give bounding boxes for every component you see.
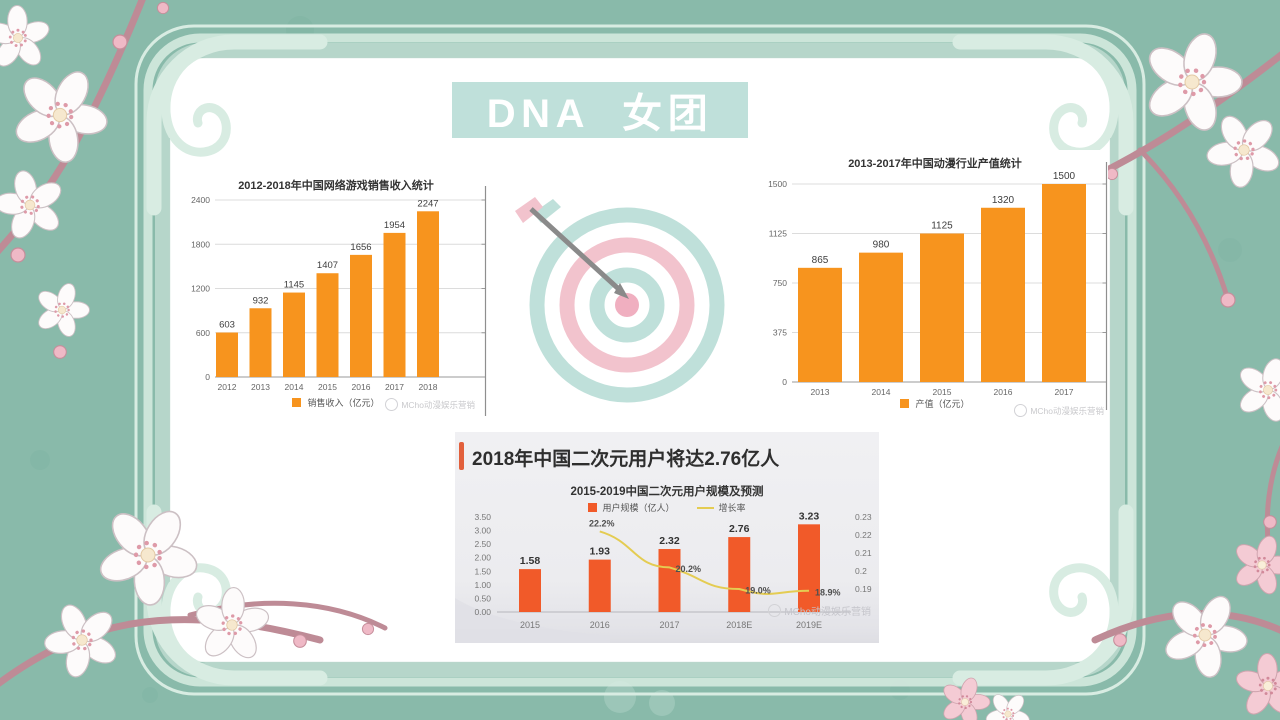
svg-text:0.00: 0.00 — [474, 607, 491, 617]
legend-swatch-orange — [292, 398, 302, 407]
watermark: MCho动漫娱乐营销 — [1014, 404, 1104, 417]
svg-text:2017: 2017 — [659, 620, 679, 630]
svg-text:1125: 1125 — [769, 229, 788, 239]
svg-text:2015: 2015 — [318, 382, 337, 392]
svg-text:2017: 2017 — [385, 382, 404, 392]
svg-text:1954: 1954 — [384, 220, 405, 231]
acgn-users-chart-card: 2018年中国二次元用户将达2.76亿人 2015-2019中国二次元用户规模及… — [455, 432, 879, 643]
ornate-border — [134, 24, 1146, 696]
svg-text:1320: 1320 — [992, 195, 1015, 206]
watermark-logo-icon — [768, 604, 782, 617]
svg-text:0.23: 0.23 — [855, 512, 872, 522]
svg-text:0: 0 — [205, 372, 210, 382]
acgn-users-chart-title: 2015-2019中国二次元用户规模及预测 — [570, 486, 764, 498]
svg-text:2018: 2018 — [419, 382, 438, 392]
legend-label: 增长率 — [718, 503, 746, 513]
svg-text:1.50: 1.50 — [474, 566, 491, 576]
target-illustration — [515, 195, 740, 420]
game-revenue-legend: 销售收入（亿元） — [185, 396, 487, 409]
svg-text:20.2%: 20.2% — [676, 564, 702, 574]
svg-text:865: 865 — [812, 255, 829, 266]
legend-item-growth: 增长率 — [696, 501, 746, 514]
dartboard-arrow-icon — [515, 197, 725, 403]
acgn-users-legend: 用户规模（亿人） 增长率 — [455, 501, 879, 514]
svg-text:1500: 1500 — [768, 179, 787, 189]
game-revenue-bar-chart: 0 600 1200 1800 2400 603 2012 932 2013 1145 2014 14… — [191, 186, 487, 416]
watermark-logo-icon — [1014, 404, 1028, 417]
svg-text:980: 980 — [873, 240, 890, 251]
acgn-users-headline: 2018年中国二次元用户将达2.76亿人 — [472, 449, 780, 470]
svg-text:2016: 2016 — [590, 620, 610, 630]
svg-text:0.21: 0.21 — [855, 548, 872, 558]
svg-text:3.23: 3.23 — [799, 510, 820, 522]
svg-text:2016: 2016 — [352, 382, 371, 392]
animation-output-bar-chart: 0 375 750 1125 1500 865 2013 980 2014 1125 2015 132… — [768, 162, 1108, 410]
game-revenue-chart-card: 2012-2018年中国网络游戏销售收入统计 0 600 1200 1800 2400 6… — [185, 170, 487, 418]
svg-text:2014: 2014 — [285, 382, 304, 392]
animation-output-chart-card: 2013-2017年中国动漫行业产值统计 0 375 750 1125 1500 865 2… — [762, 150, 1108, 422]
svg-text:3.50: 3.50 — [474, 512, 491, 522]
watermark-text: MCho动漫娱乐营销 — [1030, 405, 1104, 416]
svg-text:2012: 2012 — [218, 382, 237, 392]
svg-text:932: 932 — [253, 295, 269, 306]
svg-text:375: 375 — [773, 328, 787, 338]
svg-text:1200: 1200 — [191, 284, 210, 294]
svg-text:1145: 1145 — [284, 280, 304, 291]
legend-label: 销售收入（亿元） — [307, 398, 380, 408]
svg-text:2014: 2014 — [872, 387, 891, 397]
svg-text:2018E: 2018E — [726, 620, 752, 630]
watermark-text: MCho动漫娱乐营销 — [784, 607, 871, 618]
svg-text:2.00: 2.00 — [474, 553, 491, 563]
svg-text:1407: 1407 — [317, 260, 338, 271]
svg-text:0.2: 0.2 — [855, 566, 867, 576]
svg-text:3.00: 3.00 — [474, 526, 491, 536]
watermark: MCho动漫娱乐营销 — [768, 603, 871, 618]
svg-text:22.2%: 22.2% — [589, 518, 615, 528]
svg-text:2.50: 2.50 — [474, 539, 491, 549]
svg-text:1125: 1125 — [931, 221, 953, 232]
slide-title: DNA 女团 — [452, 82, 748, 138]
svg-text:2017: 2017 — [1055, 387, 1074, 397]
legend-label: 用户规模（亿人） — [602, 503, 675, 513]
svg-text:2400: 2400 — [191, 195, 210, 205]
svg-text:2015: 2015 — [933, 387, 952, 397]
svg-text:2247: 2247 — [417, 198, 438, 209]
acgn-users-combo-chart: 3.503.002.502.001.501.000.500.000.230.22… — [455, 510, 872, 643]
svg-text:1800: 1800 — [191, 239, 210, 249]
legend-swatch-orange — [900, 399, 910, 408]
svg-text:1.93: 1.93 — [590, 546, 611, 558]
svg-text:600: 600 — [196, 328, 210, 338]
legend-label: 产值（亿元） — [915, 399, 970, 409]
svg-text:2.76: 2.76 — [729, 523, 750, 535]
svg-text:2015: 2015 — [520, 620, 540, 630]
svg-text:0.19: 0.19 — [855, 584, 872, 594]
svg-text:19.0%: 19.0% — [745, 586, 771, 596]
svg-text:0.50: 0.50 — [474, 593, 491, 603]
svg-text:2.32: 2.32 — [659, 535, 680, 547]
svg-text:1656: 1656 — [350, 242, 371, 253]
svg-text:2019E: 2019E — [796, 620, 822, 630]
legend-swatch-yellow-line — [696, 506, 714, 509]
svg-text:2016: 2016 — [994, 387, 1013, 397]
animation-output-legend: 产值（亿元） — [762, 397, 1108, 410]
svg-text:0.22: 0.22 — [855, 530, 872, 540]
svg-text:1.58: 1.58 — [520, 555, 541, 567]
legend-swatch-red — [588, 503, 598, 512]
game-revenue-chart-title: 2012-2018年中国网络游戏销售收入统计 — [238, 180, 434, 192]
watermark-logo-icon — [385, 398, 399, 411]
svg-text:603: 603 — [219, 320, 235, 331]
arrow — [515, 197, 629, 299]
svg-text:2013: 2013 — [251, 382, 270, 392]
svg-text:0: 0 — [782, 377, 787, 387]
watermark: MCho动漫娱乐营销 — [385, 398, 475, 411]
svg-text:2013: 2013 — [811, 387, 830, 397]
header-accent-bar — [459, 442, 464, 470]
legend-item-users: 用户规模（亿人） — [588, 501, 675, 514]
svg-text:1.00: 1.00 — [474, 580, 491, 590]
svg-text:750: 750 — [773, 278, 787, 288]
svg-text:1500: 1500 — [1053, 171, 1076, 182]
svg-text:18.9%: 18.9% — [815, 587, 841, 597]
watermark-text: MCho动漫娱乐营销 — [401, 399, 475, 410]
animation-output-chart-title: 2013-2017年中国动漫行业产值统计 — [848, 158, 1022, 170]
